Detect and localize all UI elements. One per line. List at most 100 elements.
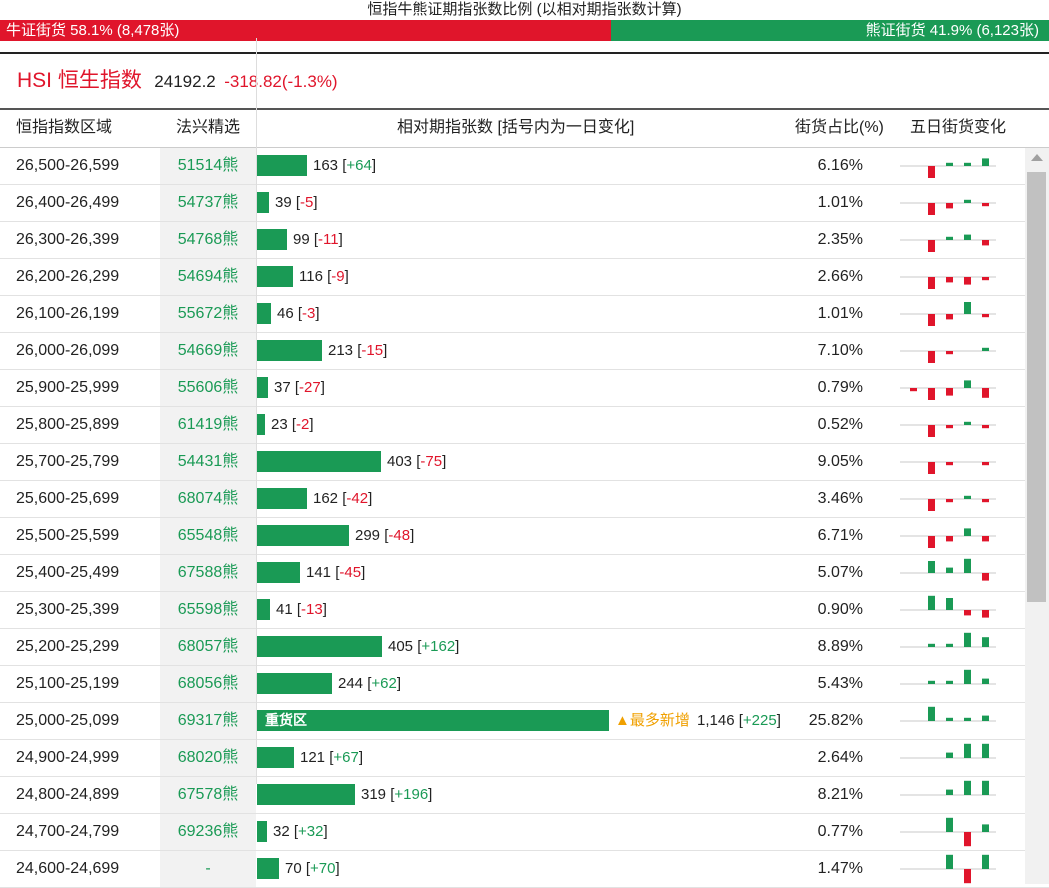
row-count-bar — [257, 340, 322, 361]
table-row[interactable]: 25,300-25,399 65598熊 41 [-13] 0.90% — [0, 592, 1049, 629]
row-five-day-chart — [900, 347, 996, 363]
row-count-bar — [257, 229, 287, 250]
row-pick-code[interactable]: 55606熊 — [160, 370, 256, 406]
row-count-value: 244 — [338, 675, 364, 692]
row-count-bar — [257, 266, 293, 287]
row-count-change: -13 — [301, 601, 323, 618]
table-row[interactable]: 25,700-25,799 54431熊 403 [-75] 9.05% — [0, 444, 1049, 481]
cbbc-distribution-table: 恒指指数区域 法兴精选 相对期指张数 [括号内为一日变化] 街货占比(%) 五日… — [0, 110, 1049, 888]
row-pick-code[interactable]: 68020熊 — [160, 740, 256, 776]
row-pick-code[interactable]: 51514熊 — [160, 148, 256, 184]
five-day-bar — [946, 351, 953, 355]
scrollbar[interactable] — [1025, 148, 1049, 884]
row-count-value: 213 — [328, 342, 354, 359]
row-five-day-chart — [900, 780, 996, 796]
five-day-bar — [928, 240, 935, 252]
table-row[interactable]: 25,100-25,199 68056熊 244 [+62] 5.43% — [0, 666, 1049, 703]
row-count-change: -27 — [299, 379, 321, 396]
row-range: 25,800-25,899 — [16, 416, 120, 433]
table-row[interactable]: 26,400-26,499 54737熊 39 [-5] 1.01% — [0, 185, 1049, 222]
five-day-bar — [982, 462, 989, 466]
five-day-bar — [946, 643, 953, 647]
five-day-bar — [964, 717, 971, 721]
row-count-text: 70 [+70] — [285, 860, 340, 877]
five-day-bar — [928, 499, 935, 511]
five-day-bar — [982, 425, 989, 429]
row-pick-code[interactable]: 69236熊 — [160, 814, 256, 850]
row-pick-code[interactable]: 65548熊 — [160, 518, 256, 554]
row-five-day-chart — [900, 380, 996, 400]
index-value: 24192.2 — [154, 72, 216, 91]
header-count: 相对期指张数 [括号内为一日变化] — [397, 119, 635, 136]
row-pick-code[interactable]: 67578熊 — [160, 777, 256, 813]
table-row[interactable]: 25,600-25,699 68074熊 162 [-42] 3.46% — [0, 481, 1049, 518]
table-row[interactable]: 25,800-25,899 61419熊 23 [-2] 0.52% — [0, 407, 1049, 444]
row-count-bar — [257, 525, 349, 546]
table-row[interactable]: 26,000-26,099 54669熊 213 [-15] 7.10% — [0, 333, 1049, 370]
row-count-value: 403 — [387, 453, 413, 470]
row-five-day-chart — [900, 558, 996, 581]
table-row[interactable]: 24,700-24,799 69236熊 32 [+32] 0.77% — [0, 814, 1049, 851]
table-row[interactable]: 25,000-25,099 69317熊 重货区 ▲最多新增 1,146 [+225] 2… — [0, 703, 1049, 740]
table-row[interactable]: 24,900-24,999 68020熊 121 [+67] 2.64% — [0, 740, 1049, 777]
five-day-bar — [964, 632, 971, 647]
table-row[interactable]: 25,900-25,999 55606熊 37 [-27] 0.79% — [0, 370, 1049, 407]
table-body[interactable]: 26,500-26,599 51514熊 163 [+64] 6.16% 26,400-… — [0, 148, 1049, 888]
row-count-text: 1,146 [+225] — [697, 712, 781, 729]
row-count-value: 46 — [277, 305, 294, 322]
five-day-bar — [928, 680, 935, 684]
row-range: 24,700-24,799 — [16, 823, 120, 840]
row-count-change: +64 — [346, 157, 372, 174]
five-day-bar — [964, 380, 971, 388]
table-row[interactable]: 25,400-25,499 67588熊 141 [-45] 5.07% — [0, 555, 1049, 592]
table-row[interactable]: 24,800-24,899 67578熊 319 [+196] 8.21% — [0, 777, 1049, 814]
row-pick-code[interactable]: 69317熊 — [160, 703, 256, 739]
five-day-bar — [982, 715, 989, 721]
row-five-day-chart — [900, 158, 996, 178]
table-row[interactable]: 26,300-26,399 54768熊 99 [-11] 2.35% — [0, 222, 1049, 259]
bear-share-bar — [611, 20, 1049, 41]
row-pick-code[interactable]: 54768熊 — [160, 222, 256, 258]
row-count-change: +70 — [310, 860, 336, 877]
row-pick-code[interactable]: 68056熊 — [160, 666, 256, 702]
row-pick-code[interactable]: 54694熊 — [160, 259, 256, 295]
index-name: HSI 恒生指数 — [17, 69, 142, 92]
row-count-text: 32 [+32] — [273, 823, 328, 840]
row-pick-code[interactable]: 55672熊 — [160, 296, 256, 332]
row-count-bar — [257, 414, 265, 435]
row-pick-code[interactable]: 54737熊 — [160, 185, 256, 221]
row-pick-code[interactable]: 68057熊 — [160, 629, 256, 665]
row-count-bar — [257, 192, 269, 213]
five-day-bar — [982, 637, 989, 647]
header-share: 街货占比(%) — [795, 119, 884, 136]
scrollbar-thumb[interactable] — [1027, 172, 1046, 602]
table-row[interactable]: 25,500-25,599 65548熊 299 [-48] 6.71% — [0, 518, 1049, 555]
row-pick-code[interactable]: 61419熊 — [160, 407, 256, 443]
five-day-bar — [964, 234, 971, 240]
index-change: -318.82(-1.3%) — [224, 72, 338, 91]
five-day-bar — [964, 869, 971, 884]
row-count-bar — [257, 673, 332, 694]
row-pick-code[interactable]: 54669熊 — [160, 333, 256, 369]
header-pick: 法兴精选 — [176, 119, 241, 136]
scroll-up-icon[interactable] — [1031, 154, 1043, 161]
table-row[interactable]: 24,600-24,699 - 70 [+70] 1.47% — [0, 851, 1049, 888]
row-range: 26,400-26,499 — [16, 194, 120, 211]
table-row[interactable]: 26,200-26,299 54694熊 116 [-9] 2.66% — [0, 259, 1049, 296]
table-row[interactable]: 25,200-25,299 68057熊 405 [+162] 8.89% — [0, 629, 1049, 666]
row-pick-code[interactable]: 54431熊 — [160, 444, 256, 480]
row-count-text: 116 [-9] — [299, 268, 349, 285]
row-pick-code[interactable]: 68074熊 — [160, 481, 256, 517]
table-row[interactable]: 26,500-26,599 51514熊 163 [+64] 6.16% — [0, 148, 1049, 185]
five-day-bar — [982, 388, 989, 398]
row-five-day-chart — [900, 743, 996, 759]
five-day-bar — [946, 203, 953, 209]
row-pick-code[interactable]: 67588熊 — [160, 555, 256, 591]
table-row[interactable]: 26,100-26,199 55672熊 46 [-3] 1.01% — [0, 296, 1049, 333]
row-count-change: -42 — [346, 490, 369, 507]
row-pick-code[interactable]: 65598熊 — [160, 592, 256, 628]
row-count-change: +62 — [371, 675, 397, 692]
five-day-bar — [946, 162, 953, 166]
five-day-bar — [946, 598, 953, 610]
row-count-text: 319 [+196] — [361, 786, 433, 803]
